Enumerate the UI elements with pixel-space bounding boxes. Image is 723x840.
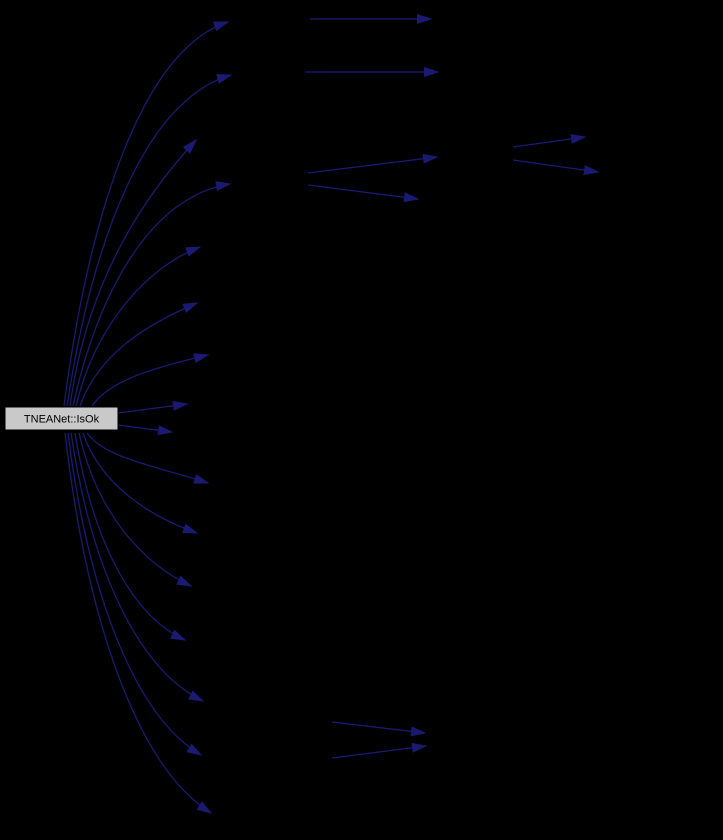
call-edge: [64, 432, 213, 814]
call-edge: [66, 74, 233, 407]
node-tneanet-isok: TNEANet::IsOk: [4, 406, 119, 431]
node-box: [4, 406, 119, 431]
call-edge: [78, 432, 193, 587]
call-edge: [91, 353, 210, 407]
call-edge: [307, 184, 420, 203]
node-label: TNEANet::IsOk: [24, 413, 100, 425]
call-edge: [79, 302, 199, 407]
call-edge: [74, 432, 187, 641]
call-edge: [75, 246, 202, 407]
edges-layer: [63, 14, 600, 814]
call-edge: [117, 424, 174, 436]
call-edge: [67, 432, 203, 756]
call-edge: [512, 159, 600, 175]
call-edge: [69, 138, 198, 407]
call-edge: [307, 153, 439, 174]
call-edge: [63, 21, 230, 407]
call-edge: [82, 432, 199, 534]
call-edge: [72, 181, 232, 407]
call-edge: [86, 432, 210, 484]
call-edge: [117, 400, 189, 414]
call-edge: [512, 133, 587, 148]
call-edge: [70, 432, 205, 702]
call-edge: [331, 721, 427, 737]
call-edge: [331, 742, 428, 759]
